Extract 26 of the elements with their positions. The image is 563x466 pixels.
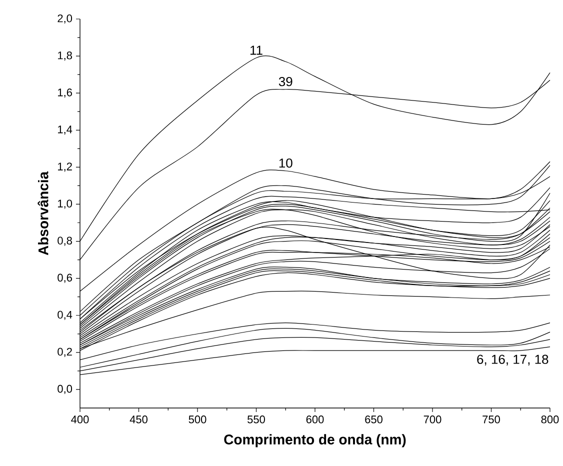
x-tick-label: 600 <box>306 416 324 424</box>
annotation: 6, 16, 17, 18 <box>477 354 548 366</box>
y-axis-title: Absorvância <box>38 171 48 256</box>
y-tick-label: 0,0 <box>58 384 72 394</box>
series-label: 39 <box>278 76 292 86</box>
series-label: 11 <box>250 46 262 55</box>
x-tick-label: 500 <box>188 416 206 424</box>
y-tick-label: 0,2 <box>58 348 72 357</box>
y-tick-label: 1,6 <box>58 88 72 98</box>
x-axis-title: Comprimento de onda (nm) <box>224 434 406 448</box>
y-tick-label: 1,8 <box>58 52 72 61</box>
y-tick-label: 0,6 <box>58 274 72 283</box>
x-tick-label: 400 <box>71 416 89 424</box>
y-tick-label: 2,0 <box>58 14 72 24</box>
x-tick-label: 800 <box>541 416 559 424</box>
x-tick-label: 650 <box>365 416 382 424</box>
x-tick-label: 700 <box>424 416 442 424</box>
y-tick-label: 0,4 <box>58 310 72 320</box>
x-tick-label: 450 <box>130 416 148 424</box>
series-label: 10 <box>279 158 292 168</box>
y-tick-label: 0,8 <box>58 236 72 246</box>
y-tick-label: 1,0 <box>58 200 72 209</box>
x-tick-label: 750 <box>482 416 500 424</box>
x-tick-label: 550 <box>248 416 265 424</box>
y-tick-label: 1,4 <box>58 126 72 135</box>
y-tick-label: 1,2 <box>58 162 72 172</box>
